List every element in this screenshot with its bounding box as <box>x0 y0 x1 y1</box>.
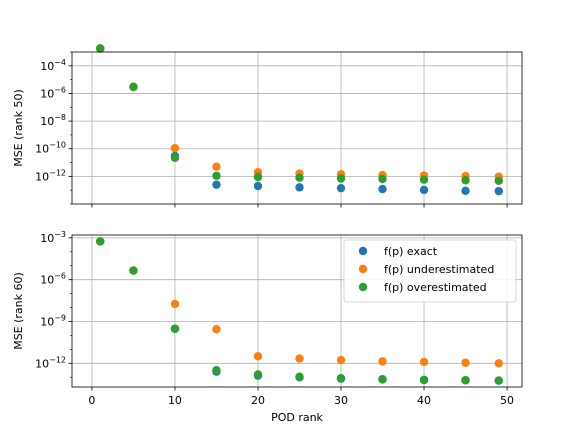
y-tick-label: 10−9 <box>40 313 66 328</box>
data-point <box>212 366 221 375</box>
data-point <box>419 357 429 367</box>
legend-label: f(p) underestimated <box>384 263 494 276</box>
data-point <box>295 183 304 192</box>
x-tick-label: 20 <box>251 394 265 407</box>
data-point <box>129 266 138 275</box>
legend: f(p) exact f(p) underestimated f(p) overes… <box>343 239 517 303</box>
data-point <box>212 171 221 180</box>
data-point <box>253 352 263 361</box>
data-point <box>494 359 503 368</box>
y-tick-label: 10−12 <box>35 355 66 370</box>
axes-frame <box>71 51 523 205</box>
legend-marker <box>358 246 368 256</box>
data-point <box>419 175 429 184</box>
data-point <box>494 186 503 196</box>
data-point <box>461 358 470 367</box>
y-axis-label: MSE (rank 50) <box>12 89 25 167</box>
data-point <box>170 299 180 309</box>
axes-frame <box>71 234 523 388</box>
legend-label: f(p) exact <box>384 245 438 258</box>
y-tick-label: 10−4 <box>40 58 66 73</box>
y-axis-label: MSE (rank 60) <box>12 272 25 350</box>
y-tick-label: 10−3 <box>40 230 66 245</box>
data-point <box>170 153 180 163</box>
x-tick-label: 10 <box>168 394 182 407</box>
legend-label: f(p) overestimated <box>384 281 487 294</box>
data-point <box>419 185 429 195</box>
data-point <box>494 176 503 185</box>
legend-box <box>343 239 517 303</box>
data-point <box>461 176 470 185</box>
data-point <box>170 324 180 333</box>
data-point <box>212 324 221 334</box>
y-tick-label: 10−12 <box>35 168 66 183</box>
x-tick-label: 40 <box>417 394 431 407</box>
x-tick-label: 30 <box>334 394 348 407</box>
series-f-p-underestimated <box>96 44 503 181</box>
data-point <box>378 184 387 194</box>
data-point <box>378 374 387 384</box>
data-point <box>419 375 429 384</box>
data-point <box>494 376 503 385</box>
y-tick-label: 10−6 <box>40 85 66 100</box>
data-point <box>253 370 263 379</box>
data-point <box>212 180 221 189</box>
data-point <box>129 82 138 92</box>
y-tick-label: 10−6 <box>40 272 66 287</box>
subplot-1: 10−12 10−10 10−8 10−6 10−4 MSE (rank 50) <box>12 44 523 208</box>
x-tick-label: 0 <box>88 394 95 407</box>
x-axis-label: POD rank <box>271 411 323 424</box>
data-point <box>336 183 346 193</box>
data-point <box>295 173 304 182</box>
data-point <box>461 186 470 196</box>
series-f-p-overestimated <box>96 237 503 385</box>
x-tick-label: 50 <box>500 394 514 407</box>
data-point <box>295 354 304 363</box>
data-point <box>253 181 263 191</box>
subplot-2: 0 10 20 30 40 50 10−12 10−9 10−6 10−3 MSE (rank 60… <box>12 230 523 424</box>
data-point <box>212 162 221 171</box>
data-point <box>253 172 263 182</box>
y-tick-label: 10−8 <box>40 113 66 128</box>
y-tick-label: 10−10 <box>35 141 66 156</box>
data-point <box>336 174 346 183</box>
data-point <box>96 237 105 246</box>
data-point <box>96 44 105 53</box>
data-point <box>336 373 346 383</box>
data-point <box>461 375 470 385</box>
legend-marker <box>358 282 368 292</box>
data-point <box>378 357 387 366</box>
legend-marker <box>358 264 368 274</box>
data-point <box>170 143 180 153</box>
data-point <box>295 372 304 381</box>
data-point <box>378 174 387 184</box>
data-point <box>336 355 346 365</box>
series-f-p-overestimated <box>96 44 503 185</box>
